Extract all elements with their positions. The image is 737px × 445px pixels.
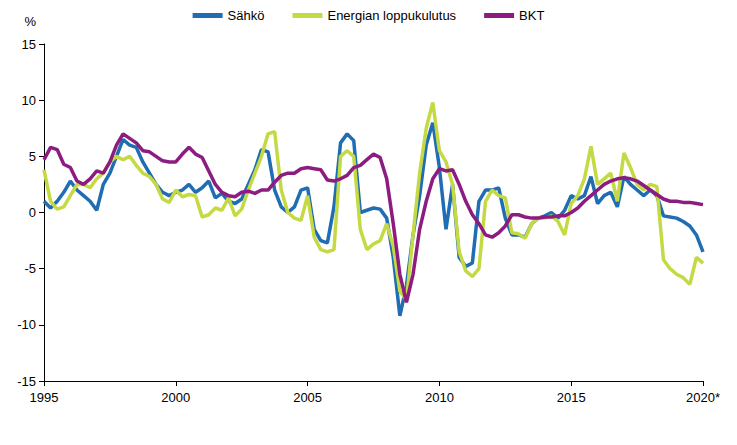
svg-text:2020*: 2020* xyxy=(686,390,720,405)
svg-text:2000: 2000 xyxy=(161,390,190,405)
svg-text:0: 0 xyxy=(29,205,36,220)
svg-text:2005: 2005 xyxy=(293,390,322,405)
svg-text:Energian loppukulutus: Energian loppukulutus xyxy=(327,8,456,23)
svg-text:5: 5 xyxy=(29,149,36,164)
svg-text:BKT: BKT xyxy=(519,8,544,23)
svg-text:1995: 1995 xyxy=(30,390,59,405)
svg-text:-15: -15 xyxy=(17,374,36,389)
svg-text:2010: 2010 xyxy=(425,390,454,405)
svg-text:-10: -10 xyxy=(17,317,36,332)
svg-text:2015: 2015 xyxy=(557,390,586,405)
svg-text:%: % xyxy=(24,14,36,29)
svg-text:Sähkö: Sähkö xyxy=(228,8,265,23)
svg-text:10: 10 xyxy=(22,93,36,108)
svg-text:15: 15 xyxy=(22,37,36,52)
svg-text:-5: -5 xyxy=(24,261,36,276)
